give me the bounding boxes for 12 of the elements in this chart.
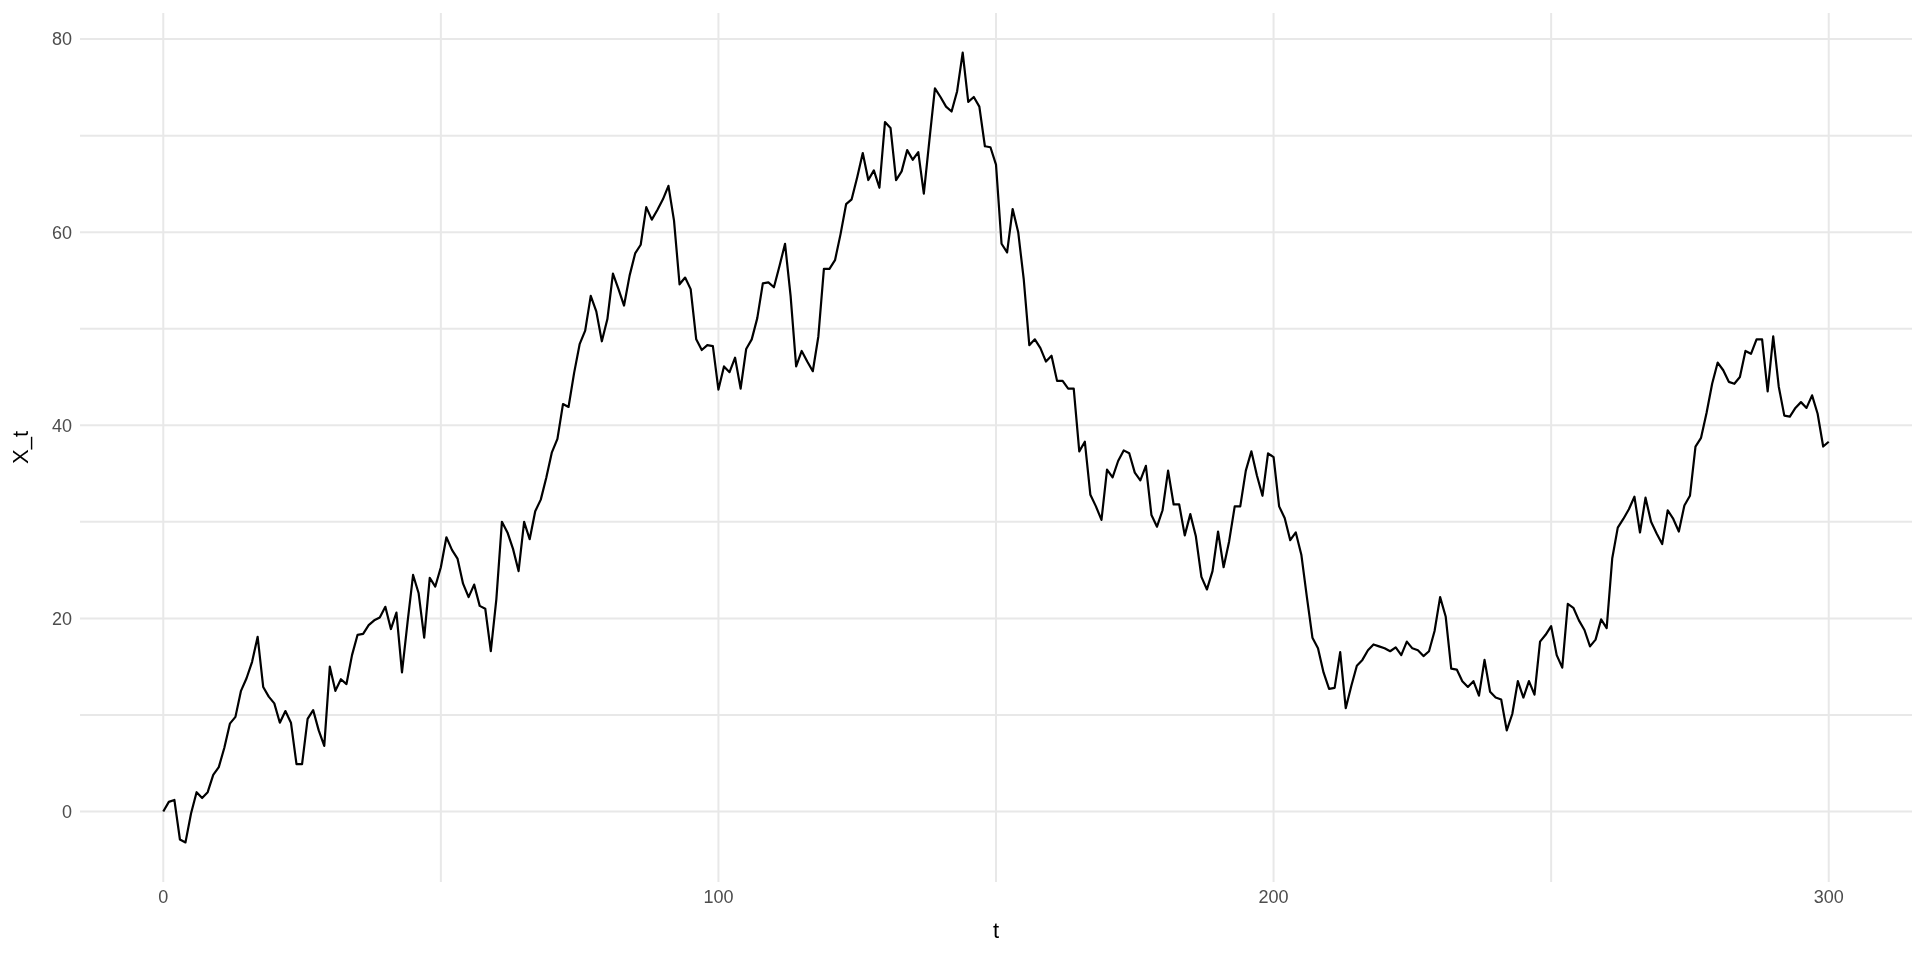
x-tick-label: 300 — [1813, 886, 1844, 907]
y-axis-title: X_t — [7, 430, 33, 465]
y-tick-label: 80 — [51, 29, 72, 50]
x-tick-label: 0 — [158, 886, 169, 907]
x-axis-title: t — [992, 918, 1000, 943]
line-series — [162, 51, 1830, 844]
y-tick-label: 60 — [51, 222, 72, 243]
x-tick-label: 100 — [703, 886, 734, 907]
y-tick-label: 20 — [51, 608, 72, 629]
y-tick-label: 40 — [51, 415, 72, 436]
x-tick-label: 200 — [1258, 886, 1289, 907]
y-tick-label: 0 — [61, 801, 72, 822]
